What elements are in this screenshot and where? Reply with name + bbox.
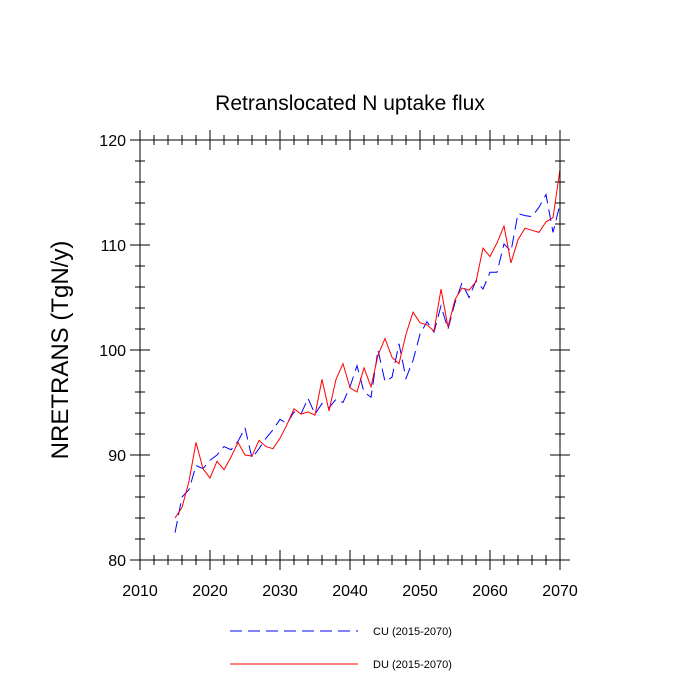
x-tick-label: 2040 (332, 583, 368, 600)
x-tick-label: 2030 (262, 583, 298, 600)
x-axis-tick-labels: 2010 2020 2030 2040 2050 2060 2070 (122, 583, 578, 600)
legend-label: DU (2015-2070) (373, 659, 452, 671)
y-tick-label: 80 (108, 553, 126, 570)
y-tick-label: 90 (108, 448, 126, 465)
x-tick-label: 2020 (192, 583, 228, 600)
y-axis-tick-labels: 80 90 100 110 120 (99, 133, 126, 570)
y-axis-label: NRETRANS (TgN/y) (47, 241, 74, 460)
plot-frame (139, 139, 561, 561)
y-tick-label: 120 (99, 133, 126, 150)
chart-title: Retranslocated N uptake flux (215, 92, 485, 115)
x-tick-label: 2060 (472, 583, 508, 600)
x-tick-label: 2070 (542, 583, 578, 600)
legend-label: CU (2015-2070) (373, 626, 452, 638)
legend: CU (2015-2070) DU (2015-2070) (230, 626, 452, 671)
y-tick-label: 110 (100, 238, 126, 255)
series-lines (174, 169, 561, 533)
axis-ticks (130, 130, 570, 570)
series-line-du (174, 169, 561, 519)
x-tick-label: 2010 (122, 583, 158, 600)
x-tick-label: 2050 (402, 583, 438, 600)
series-line-cu (174, 193, 561, 533)
y-tick-label: 100 (99, 343, 126, 360)
